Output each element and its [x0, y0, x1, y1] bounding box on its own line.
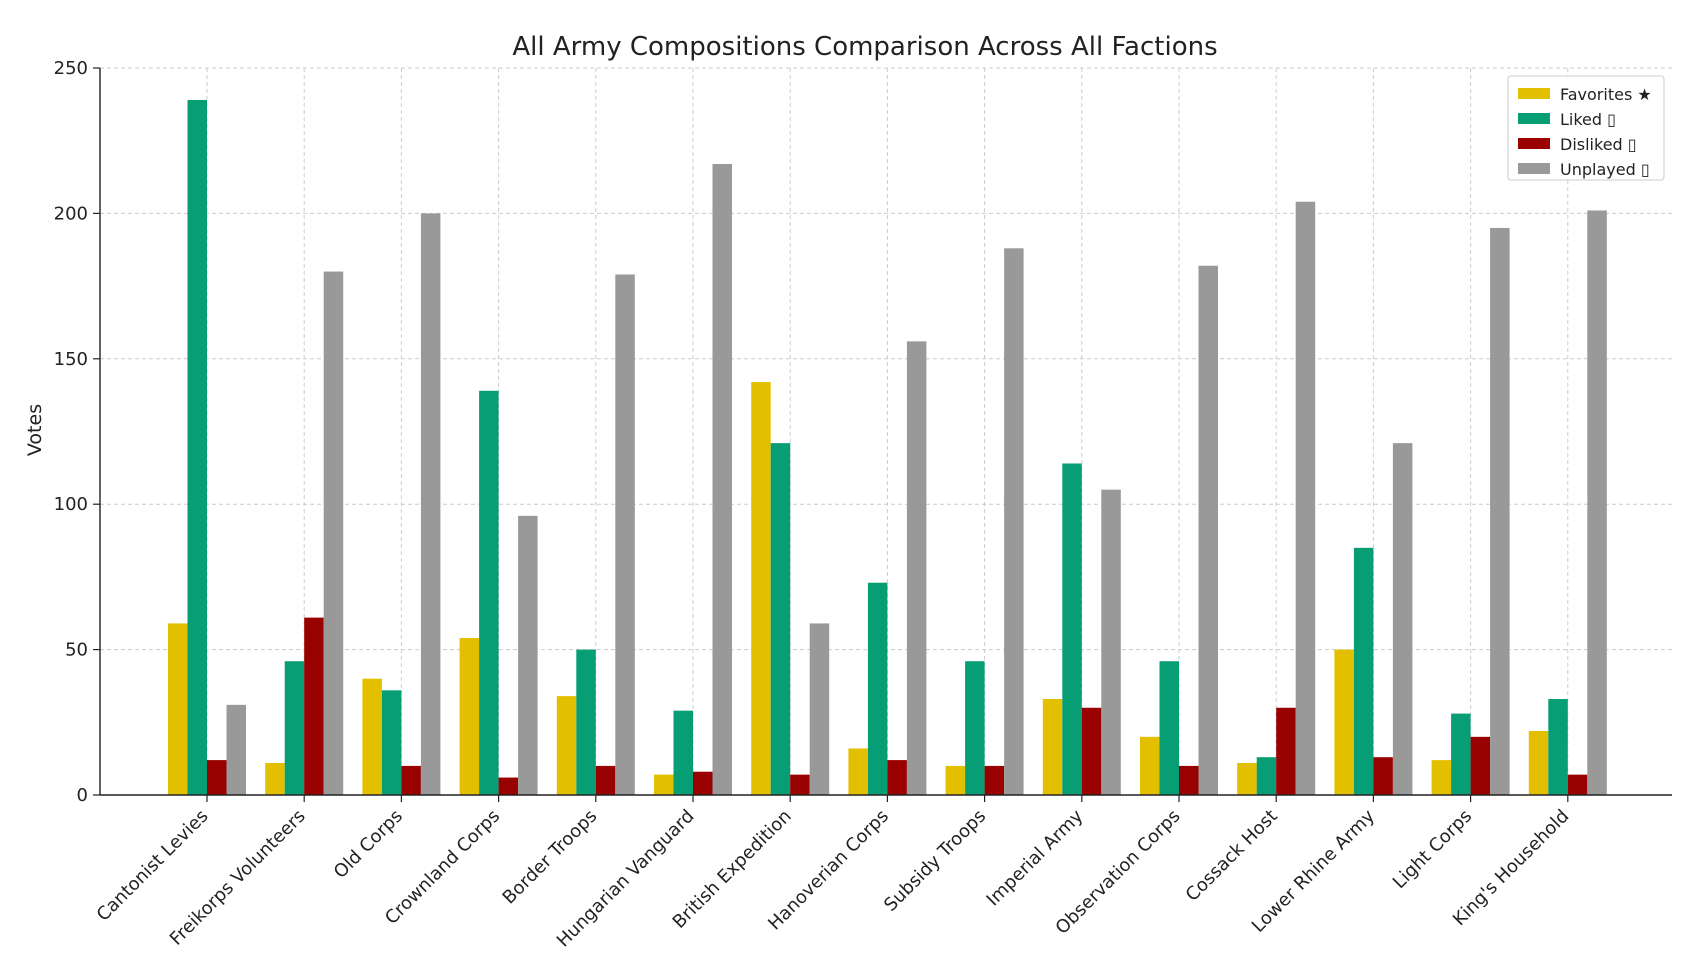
bar-1-11 — [1256, 757, 1277, 795]
legend-swatch — [1518, 138, 1550, 149]
legend: Favorites ★ Liked ▯ Disliked ▯ Unplayed ▯ — [1507, 75, 1665, 181]
bar-0-9 — [1042, 699, 1063, 795]
bar-3-3 — [518, 515, 538, 795]
bar-1-5 — [673, 710, 693, 795]
bar-1-1 — [284, 661, 305, 795]
bar-3-4 — [615, 274, 635, 795]
bar-2-2 — [401, 765, 421, 795]
legend-swatch — [1518, 113, 1550, 124]
bar-3-10 — [1198, 265, 1218, 795]
bar-3-13 — [1490, 227, 1510, 795]
bar-2-9 — [1081, 707, 1102, 795]
bar-1-12 — [1353, 547, 1374, 795]
bars-layer — [168, 99, 1607, 796]
bar-0-8 — [945, 765, 966, 795]
bar-3-14 — [1587, 210, 1607, 795]
bar-0-10 — [1140, 736, 1160, 795]
bar-3-8 — [1004, 248, 1024, 795]
bar-0-11 — [1237, 763, 1257, 795]
bar-2-1 — [304, 617, 324, 795]
bar-3-5 — [712, 163, 732, 796]
legend-label: Liked ▯ — [1560, 110, 1616, 129]
y-tick-label: 0 — [77, 785, 88, 806]
bar-0-2 — [362, 678, 382, 795]
bar-0-7 — [848, 748, 868, 795]
bar-0-0 — [168, 623, 188, 795]
bar-1-0 — [187, 99, 207, 796]
bar-1-6 — [770, 443, 791, 795]
chart-title: All Army Compositions Comparison Across … — [512, 32, 1217, 62]
legend-label: Favorites ★ — [1560, 85, 1652, 104]
bar-2-6 — [790, 774, 810, 795]
bar-3-0 — [226, 704, 246, 795]
bar-3-1 — [323, 271, 344, 795]
axes-layer — [99, 68, 1672, 796]
bar-3-9 — [1101, 489, 1121, 795]
bar-2-7 — [887, 760, 907, 795]
bar-1-7 — [867, 582, 888, 795]
bar-1-13 — [1451, 713, 1471, 795]
bar-0-3 — [459, 637, 480, 795]
bar-2-11 — [1276, 707, 1296, 795]
legend-box — [1507, 75, 1665, 181]
bar-0-12 — [1334, 649, 1354, 795]
bar-3-6 — [809, 623, 830, 795]
bar-1-8 — [965, 661, 985, 795]
bar-0-14 — [1528, 731, 1549, 795]
bar-1-2 — [381, 690, 402, 795]
bar-2-4 — [595, 765, 616, 795]
bar-0-1 — [265, 763, 285, 795]
bar-2-5 — [693, 771, 713, 795]
legend-swatch — [1518, 163, 1550, 174]
bar-2-13 — [1470, 736, 1491, 795]
bar-2-12 — [1373, 757, 1393, 795]
bar-2-8 — [984, 765, 1005, 795]
bar-3-12 — [1392, 443, 1413, 795]
bar-2-3 — [498, 777, 519, 795]
bar-1-4 — [576, 649, 596, 795]
bar-3-7 — [906, 341, 927, 795]
y-tick-label: 200 — [54, 203, 88, 224]
bar-1-9 — [1062, 463, 1082, 795]
legend-label: Disliked ▯ — [1560, 135, 1637, 154]
y-axis-title: Votes — [24, 404, 46, 456]
y-tick-label: 250 — [54, 58, 88, 79]
bar-1-10 — [1159, 661, 1179, 795]
y-tick-label: 150 — [54, 349, 88, 370]
bar-2-0 — [207, 760, 227, 795]
y-tick-label: 50 — [65, 640, 88, 661]
bar-2-14 — [1567, 774, 1588, 795]
y-tick-label: 100 — [54, 494, 88, 515]
bar-3-2 — [420, 213, 441, 795]
bar-0-6 — [751, 382, 771, 795]
bar-1-14 — [1548, 699, 1568, 795]
bar-1-3 — [479, 390, 499, 795]
bar-0-5 — [654, 774, 674, 795]
bar-2-10 — [1179, 765, 1199, 795]
legend-swatch — [1518, 88, 1550, 99]
bar-3-11 — [1295, 201, 1316, 795]
bar-0-13 — [1431, 760, 1452, 795]
bar-0-4 — [556, 696, 577, 795]
legend-label: Unplayed ▯ — [1560, 160, 1650, 179]
